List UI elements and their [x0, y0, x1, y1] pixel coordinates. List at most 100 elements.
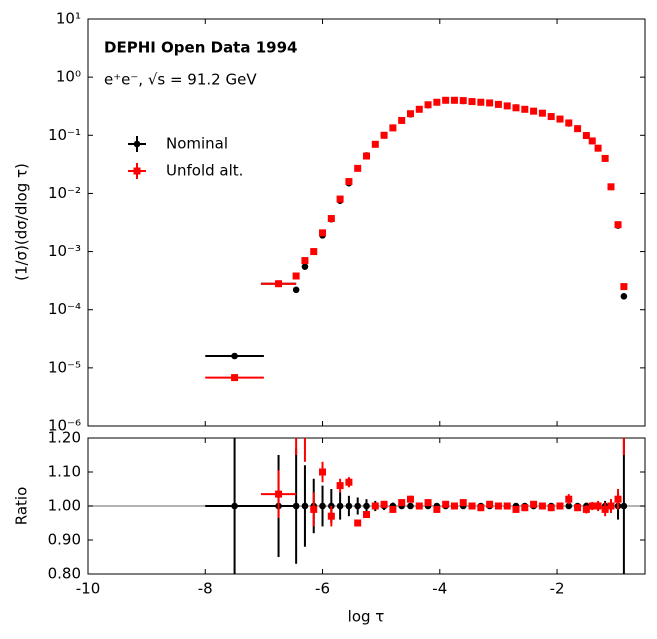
marker — [327, 215, 335, 223]
marker — [336, 502, 344, 510]
marker — [371, 502, 379, 510]
y-axis-label: (1/σ)(dσ/dlog τ) — [13, 163, 31, 281]
marker — [594, 144, 602, 152]
marker — [494, 502, 502, 510]
marker — [345, 502, 353, 510]
y-tick-label: 0.90 — [48, 531, 81, 549]
marker — [468, 502, 476, 510]
marker — [601, 505, 609, 513]
marker — [354, 502, 362, 510]
marker — [547, 113, 555, 121]
x-tick-label: -8 — [198, 580, 213, 598]
marker — [477, 504, 485, 512]
marker — [292, 272, 300, 280]
marker — [530, 500, 538, 508]
y-tick-label: 10⁻² — [48, 184, 81, 202]
marker — [565, 495, 573, 503]
marker — [293, 418, 300, 425]
marker — [310, 505, 318, 513]
annotation: e⁺e⁻, √s = 91.2 GeV — [104, 71, 257, 89]
marker — [486, 99, 494, 107]
marker — [530, 107, 538, 115]
marker — [486, 500, 494, 508]
marker — [459, 97, 467, 105]
y-tick-label: 10⁰ — [56, 68, 81, 86]
marker — [327, 512, 335, 520]
x-tick-label: -4 — [432, 580, 447, 598]
marker — [380, 131, 388, 139]
marker — [231, 374, 239, 382]
marker — [292, 502, 300, 510]
marker — [231, 352, 238, 360]
marker — [547, 504, 555, 512]
marker — [614, 495, 622, 503]
marker — [231, 502, 238, 510]
marker — [565, 119, 573, 127]
y-tick-label: 10⁻⁵ — [48, 358, 81, 376]
y-tick-label: 10⁻⁶ — [48, 417, 81, 435]
marker — [620, 283, 628, 291]
marker — [406, 495, 414, 503]
marker — [345, 478, 353, 486]
marker — [574, 125, 582, 133]
y-tick-label: 1.10 — [48, 463, 81, 481]
marker — [424, 101, 432, 109]
y-tick-label: 10¹ — [56, 10, 81, 28]
marker — [556, 502, 564, 510]
marker — [588, 137, 596, 145]
x-tick-label: -6 — [315, 580, 330, 598]
marker — [620, 502, 628, 510]
marker — [442, 96, 450, 104]
y-tick-label: 1.20 — [48, 429, 81, 447]
marker — [275, 490, 283, 498]
marker — [494, 100, 502, 108]
marker — [607, 502, 615, 510]
marker — [538, 109, 546, 117]
marker — [503, 502, 511, 510]
marker — [336, 482, 344, 490]
marker — [565, 502, 573, 510]
marker — [459, 499, 467, 507]
marker — [574, 504, 582, 512]
y-axis-label: Ratio — [13, 487, 31, 526]
marker — [354, 164, 362, 172]
marker — [336, 195, 344, 203]
marker — [601, 154, 609, 162]
marker — [398, 116, 406, 124]
marker — [503, 102, 511, 110]
marker — [582, 132, 590, 140]
marker — [588, 502, 596, 510]
marker — [415, 502, 423, 510]
marker — [538, 502, 546, 510]
marker — [301, 263, 309, 270]
marker — [607, 183, 615, 191]
marker — [301, 502, 309, 510]
marker — [319, 468, 327, 476]
marker — [275, 280, 283, 288]
x-axis-label: log τ — [348, 608, 385, 626]
ratio-plot-area — [88, 418, 645, 574]
marker — [406, 110, 414, 118]
marker — [292, 286, 300, 294]
marker — [319, 229, 327, 237]
marker — [433, 98, 441, 106]
marker — [614, 221, 622, 229]
y-tick-label: 1.00 — [48, 497, 81, 515]
marker — [371, 140, 379, 148]
marker — [442, 500, 450, 508]
marker — [363, 502, 370, 510]
marker — [398, 499, 406, 507]
marker — [389, 124, 397, 132]
marker — [468, 98, 476, 106]
x-tick-label: -10 — [76, 580, 101, 598]
marker — [450, 502, 458, 510]
marker — [380, 500, 388, 508]
marker — [450, 96, 458, 104]
marker — [512, 505, 520, 513]
legend-marker — [133, 140, 141, 148]
marker — [521, 105, 529, 113]
marker — [424, 499, 432, 507]
marker — [620, 293, 628, 300]
marker — [433, 505, 441, 513]
x-tick-label: -2 — [550, 580, 565, 598]
